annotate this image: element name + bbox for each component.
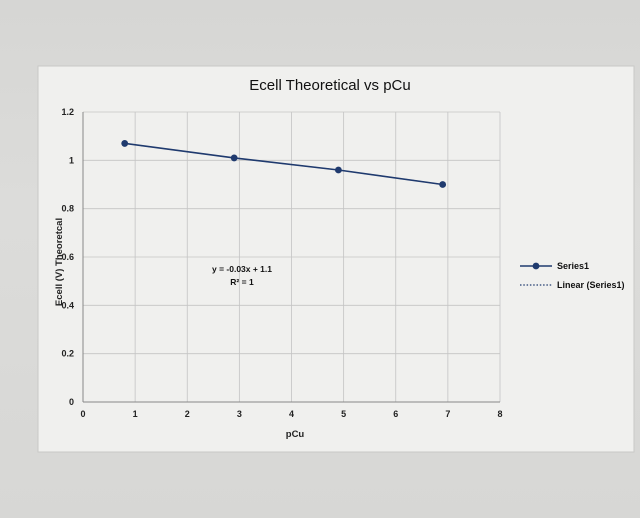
y-tick-label: 0.2 bbox=[61, 349, 74, 359]
x-axis-label: pCu bbox=[286, 429, 305, 440]
axes bbox=[82, 112, 500, 403]
y-tick-label: 1 bbox=[69, 155, 74, 165]
gridlines bbox=[83, 111, 501, 402]
legend-series1-marker bbox=[532, 262, 540, 270]
y-tick-label: 0.4 bbox=[61, 300, 74, 310]
legend-series1-label: Series1 bbox=[557, 261, 589, 271]
y-tick-label: 0 bbox=[69, 397, 74, 407]
x-tick-label: 3 bbox=[237, 409, 242, 419]
chart-title: Ecell Theoretical vs pCu bbox=[249, 77, 410, 94]
x-tick-label: 1 bbox=[133, 409, 138, 419]
y-axis-label: Ecell (V) Theoretcal bbox=[54, 218, 65, 306]
data-point bbox=[230, 154, 238, 162]
x-tick-label: 6 bbox=[393, 409, 398, 419]
data-point bbox=[439, 181, 447, 188]
series-line bbox=[124, 142, 443, 186]
x-tick-label: 0 bbox=[80, 409, 85, 419]
data-point bbox=[121, 140, 129, 147]
x-tick-label: 5 bbox=[341, 409, 346, 419]
y-tick-label: 1.2 bbox=[61, 107, 74, 117]
tick-labels: 0 1 2 3 4 5 6 7 8 0 0.2 0.4 0.6 0.8 1 1.2 bbox=[61, 107, 502, 419]
x-tick-label: 4 bbox=[289, 409, 294, 419]
x-tick-label: 2 bbox=[185, 409, 190, 419]
series-layer bbox=[121, 140, 447, 188]
y-tick-label: 0.6 bbox=[61, 252, 74, 262]
chart-area bbox=[37, 65, 635, 453]
data-point bbox=[335, 166, 342, 174]
y-tick-label: 0.8 bbox=[61, 204, 74, 214]
trendline-equation: y = -0.03x + 1.1 bbox=[212, 264, 272, 274]
trendline-r-squared: R² = 1 bbox=[230, 277, 254, 287]
legend-trendline-label: Linear (Series1) bbox=[557, 280, 625, 290]
x-tick-label: 7 bbox=[445, 409, 450, 419]
x-tick-label: 8 bbox=[497, 409, 502, 419]
legend: Series1 Linear (Series1) bbox=[520, 261, 625, 290]
